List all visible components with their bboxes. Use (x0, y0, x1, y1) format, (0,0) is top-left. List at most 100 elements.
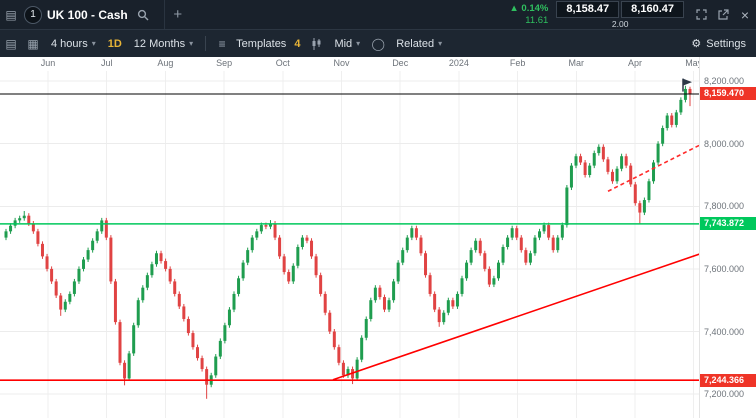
price-type-dropdown[interactable]: Mid ▾ (327, 30, 367, 57)
candle-body (177, 293, 181, 307)
candle-body (154, 253, 158, 265)
candle-body (337, 347, 341, 363)
chevron-down-icon: ▾ (91, 39, 96, 48)
up-triangle-icon: ▲ (509, 3, 519, 15)
candle-body (328, 312, 332, 332)
price-axis[interactable]: 8,200.000 8,000.000 7,800.000 7,600.000 7,40… (699, 57, 756, 418)
x-tick-label: May (685, 58, 700, 68)
change-absolute: 11.61 (525, 14, 549, 26)
candle-body (405, 237, 409, 251)
price-tag[interactable]: 8,159.470 (700, 87, 756, 101)
spread-value: 2.00 (611, 19, 629, 29)
range-dropdown[interactable]: 12 Months ▾ (127, 30, 200, 57)
candle-body (82, 259, 86, 269)
candle-body (547, 225, 551, 238)
candle-body (18, 218, 22, 221)
x-tick-label: 2024 (449, 58, 469, 68)
related-dropdown[interactable]: Related ▾ (389, 30, 449, 57)
search-icon[interactable] (132, 0, 154, 29)
settings-label: Settings (706, 37, 746, 50)
y-tick-label: 8,200.000 (704, 76, 745, 87)
instrument-title: UK 100 - Cash (47, 7, 128, 22)
templates-icon: ≡ (218, 36, 226, 51)
candle-body (556, 237, 560, 251)
gear-icon: ⚙ (691, 38, 702, 50)
candle-body (68, 293, 72, 302)
chevron-down-icon: ▾ (356, 39, 361, 48)
chevron-down-icon: ▾ (189, 39, 194, 48)
candle-body (661, 128, 665, 144)
candle-body (136, 300, 140, 326)
chevron-down-icon: ▾ (438, 39, 443, 48)
range-label: 12 Months (133, 37, 186, 50)
templates-button[interactable]: Templates (236, 37, 287, 50)
price-tag[interactable]: 7,244.366 (700, 373, 756, 387)
candle-body (159, 253, 163, 262)
candle-body (255, 231, 259, 238)
candle-body (565, 187, 569, 226)
add-tab-button[interactable]: + (163, 0, 191, 29)
candle-body (232, 293, 236, 310)
instrument-list-icon[interactable]: ▤ (5, 7, 17, 22)
close-icon[interactable]: × (740, 6, 750, 23)
candle-body (592, 153, 596, 166)
candle-body (446, 300, 450, 313)
price-tag[interactable]: 7,743.872 (700, 217, 756, 231)
candle-body (538, 231, 542, 238)
x-tick-label: Oct (276, 58, 291, 68)
y-tick-label: 7,400.000 (704, 326, 745, 337)
x-tick-label: Jun (41, 58, 56, 68)
related-icon: ◯ (371, 36, 385, 51)
chart-area[interactable]: Jun Jul Aug Sep Oct Nov Dec 2024 Feb Mar Apr May 8,… (0, 57, 756, 418)
candle-body (451, 300, 455, 307)
candle-body (200, 358, 204, 370)
candle-body (469, 250, 473, 263)
candle-body (601, 146, 605, 160)
interval-label: 4 hours (51, 37, 88, 50)
settings-button[interactable]: ⚙ Settings (681, 37, 756, 51)
candle-body (223, 325, 227, 341)
candle-body (392, 281, 396, 301)
interval-dropdown[interactable]: 4 hours ▾ (44, 30, 103, 57)
expand-icon[interactable] (690, 0, 712, 29)
candle-body (50, 268, 54, 282)
x-tick-label: Apr (628, 58, 642, 68)
x-tick-label: Aug (157, 58, 173, 68)
titlebar: ▤ 1 UK 100 - Cash + ▲ 0.14% 11.61 8,158.… (0, 0, 756, 29)
candle-body (629, 165, 633, 185)
candle-body (296, 246, 300, 266)
candle-body (533, 237, 537, 254)
candle-body (27, 215, 31, 224)
candle-body (132, 325, 136, 354)
buy-price-button[interactable]: 8,160.47 (621, 1, 684, 18)
support-trendline[interactable] (332, 253, 700, 381)
candle-body (40, 243, 44, 257)
candle-body (13, 220, 17, 226)
candle-body (670, 115, 674, 125)
price-ladder-icon[interactable]: ▤ (5, 36, 17, 51)
candle-body (528, 253, 532, 263)
candle-body (510, 228, 514, 238)
y-tick-label: 7,200.000 (704, 389, 745, 400)
candle-body (583, 162, 587, 176)
candle-body (638, 203, 642, 213)
popout-icon[interactable] (712, 0, 734, 29)
layout-grid-icon[interactable]: ▦ (27, 36, 39, 51)
candle-body (332, 331, 336, 348)
candle-body (173, 281, 177, 294)
candle-body (310, 240, 314, 257)
candle-body (123, 362, 127, 379)
change-percent: 0.14% (521, 3, 549, 15)
toolbar-divider (205, 36, 207, 51)
candle-body (652, 162, 656, 182)
related-label: Related (396, 37, 435, 50)
sell-price-button[interactable]: 8,158.47 (556, 1, 620, 18)
interval-badge[interactable]: 1D (107, 37, 122, 50)
candlestick-chart[interactable]: Jun Jul Aug Sep Oct Nov Dec 2024 Feb Mar Apr May (0, 57, 700, 418)
candle-body (424, 253, 428, 276)
candle-body (410, 228, 414, 238)
chart-number-badge: 1 (24, 5, 42, 24)
candle-body (113, 281, 117, 323)
dotted-trendline[interactable] (607, 144, 700, 192)
candle-body (291, 265, 295, 282)
